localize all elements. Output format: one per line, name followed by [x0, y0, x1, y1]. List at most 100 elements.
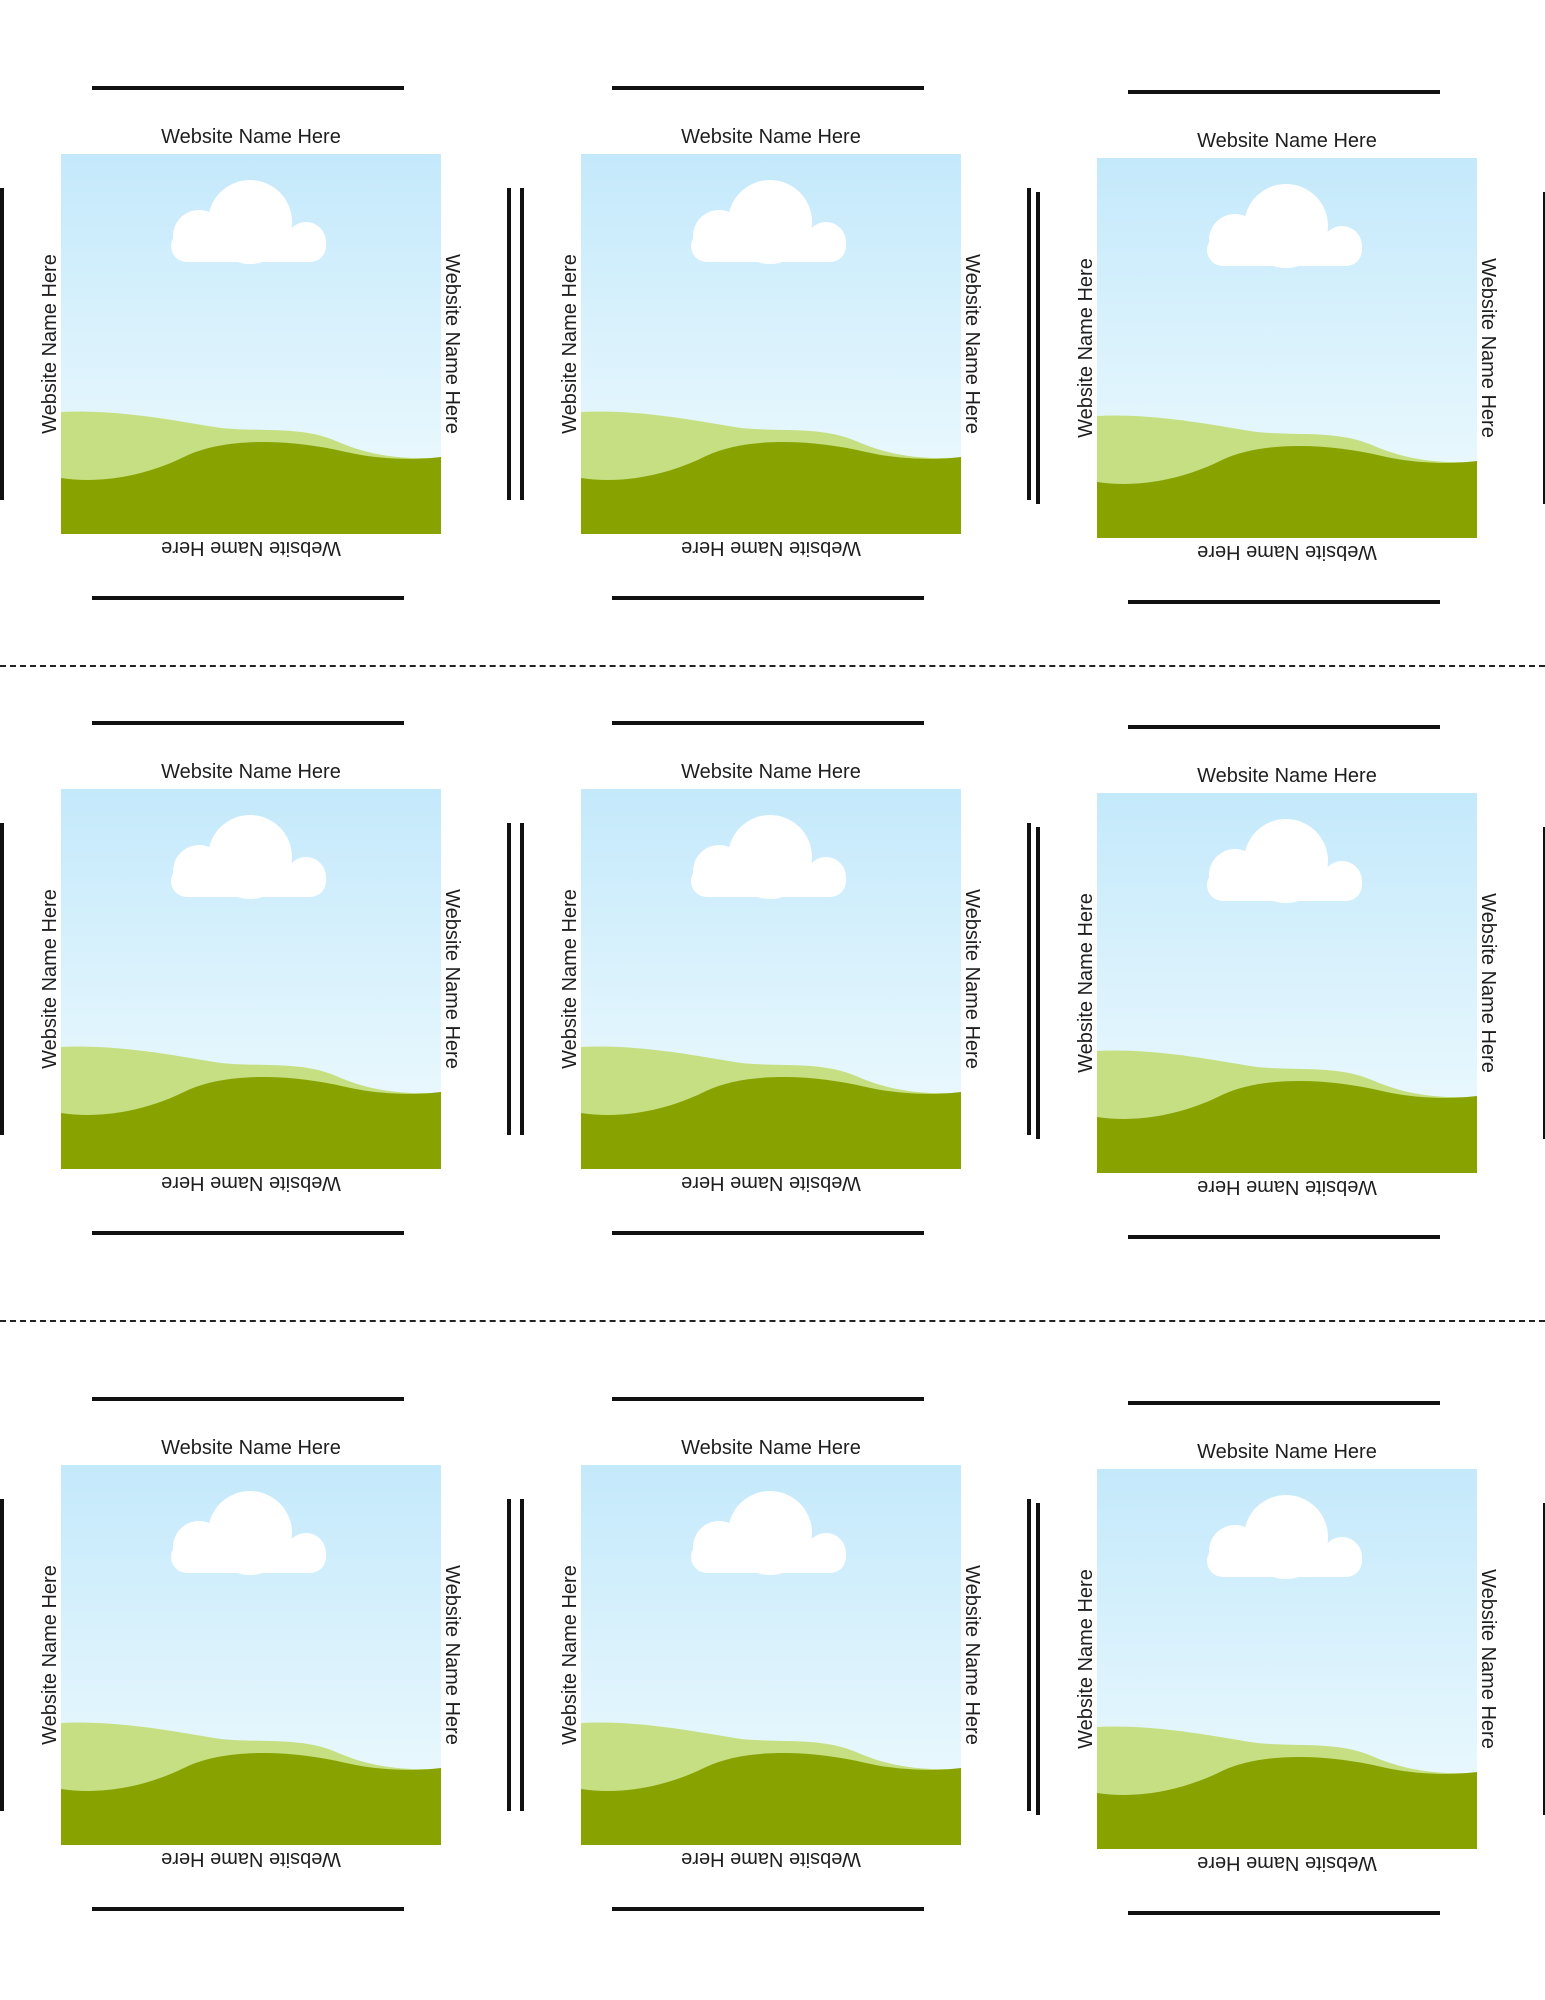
card-label-right: Website Name Here [441, 1565, 463, 1745]
card-label-bottom: Website Name Here [681, 1172, 861, 1194]
rule-line-top [612, 86, 924, 90]
rule-line-bottom [612, 596, 924, 600]
card-label-left: Website Name Here [559, 889, 581, 1069]
front-hill [1097, 1080, 1477, 1173]
card-label-top: Website Name Here [1197, 130, 1377, 152]
rule-line-left [520, 188, 524, 500]
landscape-illustration [61, 154, 441, 534]
front-hill [1097, 445, 1477, 538]
rule-line-left [1036, 1503, 1040, 1815]
card-label-left: Website Name Here [1075, 1569, 1097, 1749]
front-hill [1097, 1756, 1477, 1849]
rule-line-top [1128, 1401, 1440, 1405]
cloud-icon [691, 180, 846, 264]
rule-line-left [1036, 827, 1040, 1139]
rule-line-top [92, 1397, 404, 1401]
rule-line-left [0, 188, 4, 500]
card-label-right: Website Name Here [961, 1565, 983, 1745]
landscape-illustration [61, 789, 441, 1169]
card-label-left: Website Name Here [559, 254, 581, 434]
card-label-bottom: Website Name Here [161, 1172, 341, 1194]
card-label-top: Website Name Here [681, 1437, 861, 1459]
card-label-right: Website Name Here [1477, 1569, 1499, 1749]
front-hill [581, 1752, 961, 1845]
rule-line-top [1128, 725, 1440, 729]
sticker-card [581, 1465, 961, 1845]
front-hill [581, 1076, 961, 1169]
sticker-card [61, 1465, 441, 1845]
cloud-icon [171, 1491, 326, 1575]
card-label-top: Website Name Here [161, 126, 341, 148]
landscape-illustration [581, 1465, 961, 1845]
sticker-card [1097, 1469, 1477, 1849]
card-label-bottom: Website Name Here [161, 1848, 341, 1870]
cut-line-dashed [0, 665, 1545, 667]
card-label-left: Website Name Here [39, 1565, 61, 1745]
rule-line-right [1543, 827, 1545, 1139]
rule-line-right [507, 823, 511, 1135]
card-label-top: Website Name Here [1197, 1441, 1377, 1463]
rule-line-top [612, 1397, 924, 1401]
rule-line-left [0, 1499, 4, 1811]
cloud-icon [691, 1491, 846, 1575]
cloud-icon [171, 180, 326, 264]
rule-line-top [92, 721, 404, 725]
card-label-right: Website Name Here [441, 254, 463, 434]
cut-line-dashed [0, 1320, 1545, 1322]
rule-line-bottom [1128, 600, 1440, 604]
card-label-right: Website Name Here [961, 254, 983, 434]
card-label-bottom: Website Name Here [681, 1848, 861, 1870]
rule-line-top [612, 721, 924, 725]
card-label-top: Website Name Here [1197, 765, 1377, 787]
rule-line-left [1036, 192, 1040, 504]
card-label-left: Website Name Here [39, 889, 61, 1069]
landscape-illustration [1097, 793, 1477, 1173]
front-hill [61, 1076, 441, 1169]
card-label-bottom: Website Name Here [161, 537, 341, 559]
sticker-card [61, 789, 441, 1169]
card-label-bottom: Website Name Here [1197, 541, 1377, 563]
rule-line-top [1128, 90, 1440, 94]
landscape-illustration [581, 154, 961, 534]
rule-line-bottom [92, 1231, 404, 1235]
rule-line-right [1027, 1499, 1031, 1811]
rule-line-bottom [92, 596, 404, 600]
card-label-left: Website Name Here [1075, 893, 1097, 1073]
card-label-left: Website Name Here [559, 1565, 581, 1745]
cloud-icon [1207, 1495, 1362, 1579]
landscape-illustration [1097, 1469, 1477, 1849]
card-label-top: Website Name Here [161, 761, 341, 783]
sticker-card [581, 154, 961, 534]
landscape-illustration [581, 789, 961, 1169]
rule-line-left [0, 823, 4, 1135]
rule-line-bottom [1128, 1235, 1440, 1239]
landscape-illustration [1097, 158, 1477, 538]
sticker-card [1097, 793, 1477, 1173]
card-label-top: Website Name Here [681, 126, 861, 148]
cloud-icon [1207, 184, 1362, 268]
cloud-icon [1207, 819, 1362, 903]
rule-line-left [520, 823, 524, 1135]
rule-line-right [507, 188, 511, 500]
card-label-right: Website Name Here [961, 889, 983, 1069]
rule-line-bottom [92, 1907, 404, 1911]
cloud-icon [691, 815, 846, 899]
rule-line-bottom [612, 1231, 924, 1235]
sticker-card [581, 789, 961, 1169]
card-label-bottom: Website Name Here [681, 537, 861, 559]
rule-line-right [1543, 1503, 1545, 1815]
card-label-bottom: Website Name Here [1197, 1852, 1377, 1874]
card-label-right: Website Name Here [1477, 893, 1499, 1073]
front-hill [61, 441, 441, 534]
rule-line-right [507, 1499, 511, 1811]
card-label-right: Website Name Here [441, 889, 463, 1069]
cloud-icon [171, 815, 326, 899]
landscape-illustration [61, 1465, 441, 1845]
rule-line-bottom [1128, 1911, 1440, 1915]
card-label-top: Website Name Here [681, 761, 861, 783]
sticker-card [1097, 158, 1477, 538]
front-hill [581, 441, 961, 534]
rule-line-right [1027, 823, 1031, 1135]
card-label-right: Website Name Here [1477, 258, 1499, 438]
front-hill [61, 1752, 441, 1845]
